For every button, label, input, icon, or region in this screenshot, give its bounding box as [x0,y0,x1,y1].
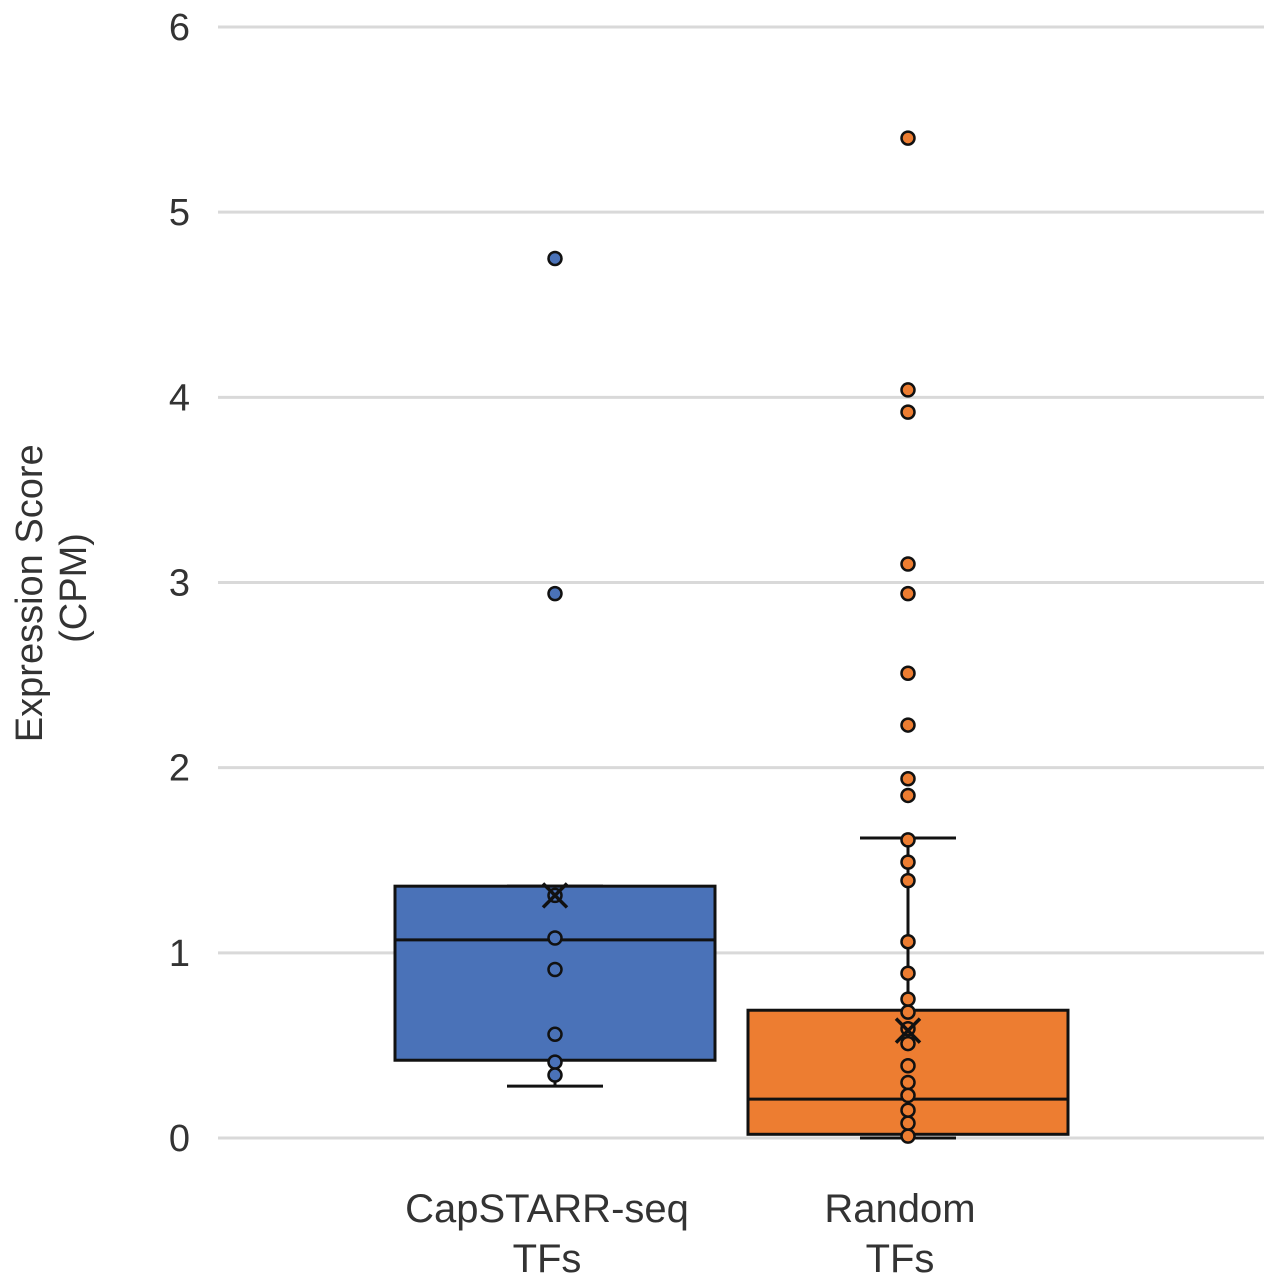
data-point [900,665,916,681]
y-tick-label: 5 [169,192,190,234]
data-point [900,585,916,602]
data-point [900,1102,916,1118]
x-category-label: CapSTARR-seq [405,1187,689,1231]
y-axis-title: Expression Score (CPM) [9,434,95,742]
data-point [900,1128,916,1144]
data-point [900,130,916,146]
x-category-label: TFs [513,1237,582,1280]
data-point [900,1058,916,1074]
data-point [900,872,916,889]
box-series [746,130,1070,1144]
data-point [547,1054,563,1070]
gridlines [218,25,1264,1140]
data-point [900,991,916,1007]
data-point [900,717,916,733]
data-point [900,556,916,572]
y-tick-label: 4 [169,377,190,419]
data-point [900,832,916,848]
y-tick-label: 3 [169,563,190,605]
data-point [900,1035,916,1052]
data-point [900,933,916,950]
data-point [900,404,916,420]
data-point [900,854,916,870]
data-point [900,1115,916,1131]
mean-marker [541,882,569,909]
mean-marker [894,1017,922,1044]
data-point [900,1004,916,1020]
x-category-label: Random [824,1187,975,1231]
data-point [900,1087,916,1104]
data-point [547,930,563,946]
data-point [547,250,563,267]
y-tick-label: 0 [169,1118,190,1160]
x-category-label: TFs [866,1237,935,1280]
data-point [547,1026,563,1043]
y-tick-label: 1 [169,933,190,975]
y-tick-label: 6 [169,7,190,49]
data-point [900,382,916,398]
data-point [900,965,916,981]
y-tick-label: 2 [169,748,190,790]
data-point [547,1067,563,1083]
x-axis-categories: CapSTARR-seq TFs Random TFs [405,1187,976,1280]
y-axis-ticks: 0 1 2 3 4 5 6 [169,7,190,1160]
data-point [900,1074,916,1091]
box-series [393,250,717,1088]
data-point [900,787,916,804]
data-point [900,771,916,787]
boxes [393,130,1070,1144]
data-point [547,961,563,978]
data-point [547,585,563,602]
